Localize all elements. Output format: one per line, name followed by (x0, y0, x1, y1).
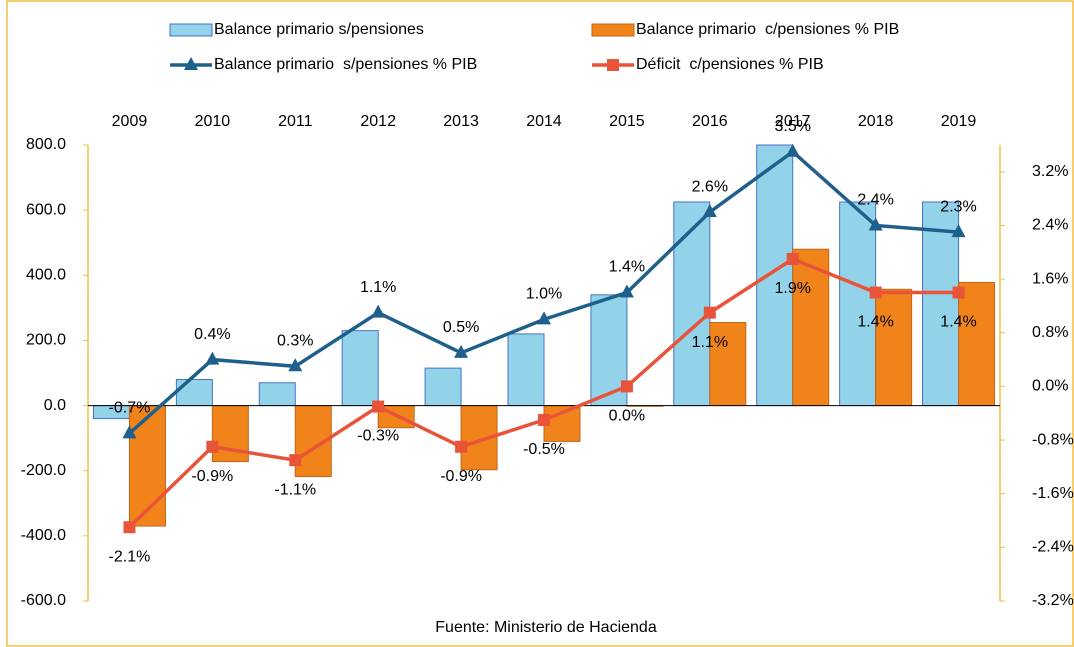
data-label: 2.3% (940, 198, 976, 215)
x-tick-label: 2013 (443, 113, 479, 130)
marker (619, 284, 634, 298)
x-tick-label: 2019 (941, 113, 977, 130)
y-tick-label: 600.0 (26, 201, 66, 218)
legend-marker (607, 59, 619, 71)
bar (341, 330, 379, 407)
legend-label: Balance primario c/pensiones % PIB (636, 21, 899, 38)
y2-tick-label: 2.4% (1032, 217, 1068, 234)
legend-label: Balance primario s/pensiones (214, 21, 424, 38)
data-label: 2.4% (857, 192, 893, 209)
bar (792, 248, 830, 407)
data-label: 0.0% (609, 408, 645, 425)
data-label: 1.0% (526, 286, 562, 303)
marker (372, 400, 385, 413)
x-tick-label: 2011 (278, 113, 313, 130)
marker (868, 217, 883, 231)
bar (590, 294, 628, 407)
frame (6, 0, 1074, 647)
bar (424, 367, 462, 407)
data-label: -2.1% (109, 548, 151, 565)
y-tick-label: 800.0 (26, 136, 66, 153)
marker (123, 521, 136, 534)
marker (869, 286, 882, 299)
marker (205, 351, 220, 365)
y-tick-label: -600.0 (21, 592, 66, 609)
legend-label: Balance primario s/pensiones % PIB (214, 56, 477, 73)
marker (371, 304, 386, 318)
data-label: -0.3% (357, 428, 399, 445)
bar (507, 333, 545, 407)
marker (455, 440, 468, 453)
bar (756, 144, 794, 407)
data-label: 0.4% (194, 326, 230, 343)
y2-tick-label: -1.6% (1032, 485, 1074, 502)
bar (875, 288, 913, 407)
legend-swatch (591, 23, 635, 37)
marker (620, 380, 633, 393)
bar (673, 201, 711, 407)
y-tick-label: -200.0 (21, 462, 66, 479)
legend-label: Déficit c/pensiones % PIB (636, 56, 824, 73)
marker (702, 204, 717, 218)
data-label: -1.1% (274, 481, 316, 498)
bar (258, 382, 296, 407)
y-tick-label: 200.0 (26, 332, 66, 349)
bar (175, 379, 213, 407)
legend-marker (184, 57, 198, 70)
marker (703, 306, 716, 319)
bar (958, 281, 996, 407)
marker (206, 440, 219, 453)
data-label: 3.5% (774, 118, 810, 135)
marker (288, 358, 303, 372)
data-label: 1.4% (940, 314, 976, 331)
x-tick-label: 2015 (609, 113, 645, 130)
marker (454, 344, 469, 358)
y2-tick-label: 0.8% (1032, 324, 1068, 341)
data-label: 2.6% (692, 178, 728, 195)
x-tick-label: 2018 (858, 113, 894, 130)
legend-swatch (169, 23, 213, 37)
x-tick-label: 2016 (692, 113, 728, 130)
marker (786, 253, 799, 265)
marker (952, 286, 965, 299)
data-label: -0.7% (109, 400, 151, 417)
y2-tick-label: -2.4% (1032, 539, 1074, 556)
x-tick-label: 2009 (112, 113, 148, 130)
x-tick-label: 2010 (195, 113, 231, 130)
data-label: 1.1% (692, 334, 728, 351)
bar (839, 201, 877, 407)
y2-tick-label: -3.2% (1032, 592, 1074, 609)
marker (538, 413, 550, 426)
y2-tick-label: 0.0% (1032, 378, 1068, 395)
source: Fuente: Ministerio de Hacienda (435, 619, 657, 636)
x-tick-label: 2014 (526, 113, 562, 130)
data-label: -0.9% (440, 468, 482, 485)
bar (128, 405, 166, 527)
marker (951, 224, 966, 238)
y2-tick-label: 1.6% (1032, 270, 1068, 287)
data-label: -0.9% (191, 468, 233, 485)
marker (785, 143, 800, 157)
y2-tick-label: -0.8% (1032, 431, 1074, 448)
data-label: 0.5% (443, 319, 479, 336)
y-tick-label: 400.0 (26, 267, 66, 284)
marker (122, 425, 137, 439)
data-label: 1.1% (360, 279, 396, 296)
marker (537, 311, 551, 325)
data-label: -0.5% (523, 441, 565, 458)
data-label: 1.9% (774, 280, 810, 297)
marker (289, 454, 302, 467)
y-tick-label: 0.0 (44, 397, 66, 414)
x-tick-label: 2017 (775, 113, 811, 130)
data-label: 1.4% (609, 259, 645, 276)
y-tick-label: -400.0 (21, 527, 66, 544)
y2-tick-label: 3.2% (1032, 163, 1068, 180)
x-tick-label: 2012 (360, 113, 396, 130)
data-label: 0.3% (277, 333, 313, 350)
data-label: 1.4% (857, 314, 893, 331)
